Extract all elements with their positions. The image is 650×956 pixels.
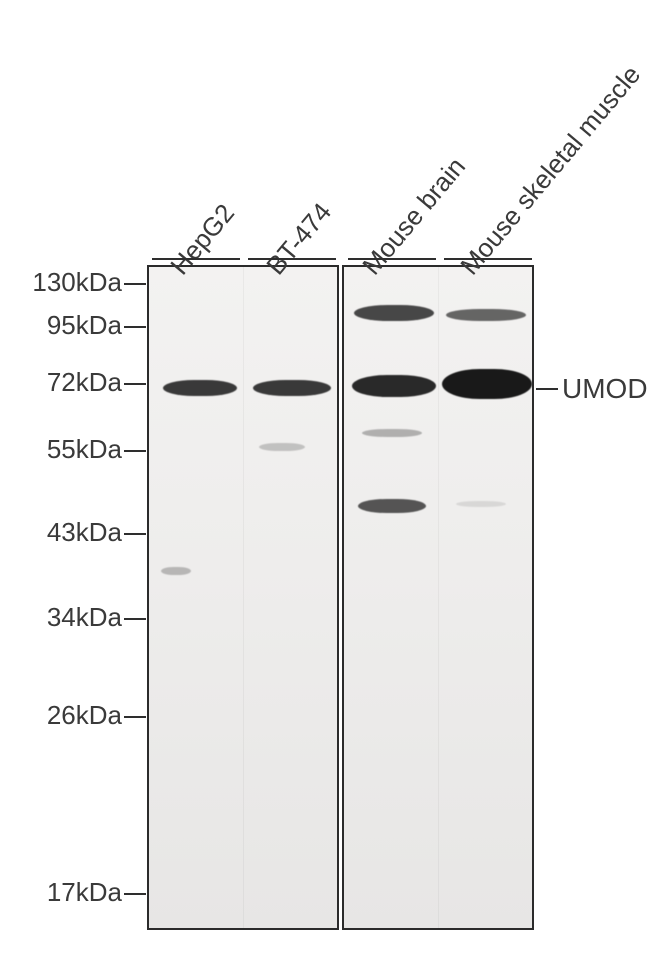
band [163,380,237,396]
mw-label: 26kDa [2,700,122,731]
lane-underline [348,258,436,260]
mw-tick [124,533,146,535]
band [456,501,506,507]
mw-tick [124,618,146,620]
mw-tick [124,893,146,895]
band [259,443,305,451]
mw-label: 130kDa [2,267,122,298]
mw-tick [124,383,146,385]
mw-label: 72kDa [2,367,122,398]
band [362,429,422,437]
band [253,380,331,396]
blot-panel-left [147,265,339,930]
mw-tick [124,716,146,718]
mw-label: 43kDa [2,517,122,548]
mw-label: 55kDa [2,434,122,465]
lane-underline [444,258,532,260]
band [446,309,526,321]
mw-label: 17kDa [2,877,122,908]
mw-label: 34kDa [2,602,122,633]
target-tick [536,388,558,390]
target-label-umod: UMOD [562,373,648,405]
band [358,499,426,513]
blot-panel-right [342,265,534,930]
western-blot-figure: HepG2 BT-474 Mouse brain Mouse skeletal … [0,0,650,956]
lane-underline [152,258,240,260]
lane-underline [248,258,336,260]
band [354,305,434,321]
band [161,567,191,575]
mw-label: 95kDa [2,310,122,341]
mw-tick [124,283,146,285]
band [442,369,532,399]
mw-tick [124,450,146,452]
band [352,375,436,397]
lane-label-mouse-skeletal-muscle: Mouse skeletal muscle [454,60,647,281]
mw-tick [124,326,146,328]
